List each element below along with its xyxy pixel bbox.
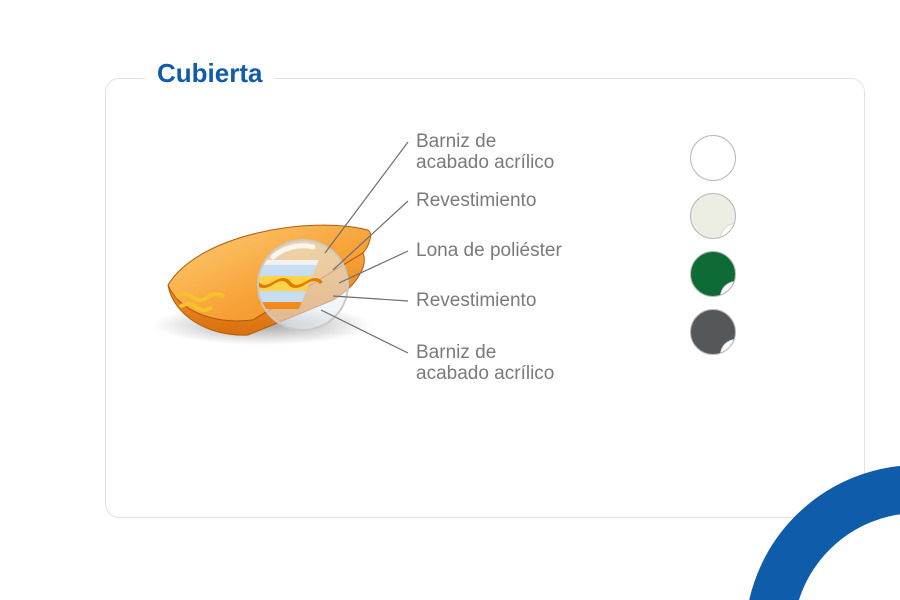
swatch-off-white[interactable] xyxy=(690,193,736,239)
swatch-white[interactable] xyxy=(690,135,736,181)
swatch-green[interactable] xyxy=(690,251,736,297)
layer-label-revest-bot: Revestimiento xyxy=(416,290,536,312)
card-title: Cubierta xyxy=(145,58,274,89)
swatch-charcoal[interactable] xyxy=(690,309,736,355)
layer-label-barniz-bot: Barniz de acabado acrílico xyxy=(416,342,554,386)
swatch-fold-icon xyxy=(720,339,736,355)
swatch-fold-icon xyxy=(720,281,736,297)
swatch-fold-icon xyxy=(720,223,736,239)
layer-label-barniz-top: Barniz de acabado acrílico xyxy=(416,131,554,175)
layers-diagram xyxy=(158,175,618,440)
layers-svg xyxy=(158,175,618,435)
layer-label-lona: Lona de poliéster xyxy=(416,240,562,262)
layer-label-revest-top: Revestimiento xyxy=(416,190,536,212)
